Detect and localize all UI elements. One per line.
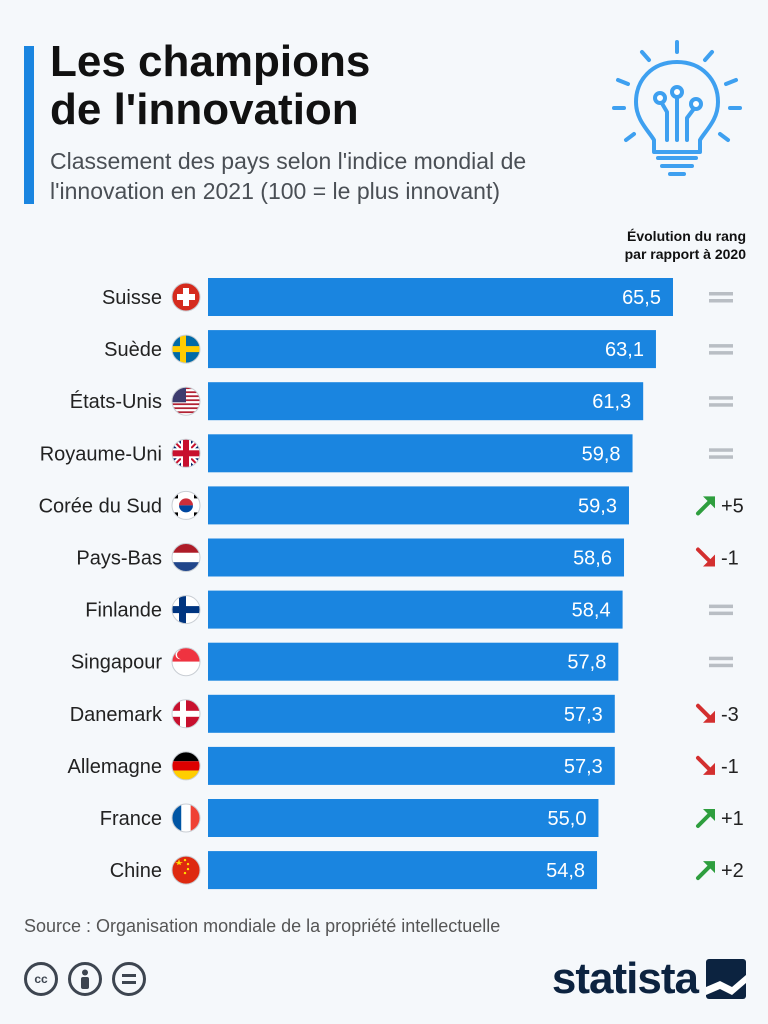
rank-unchanged-icon (709, 292, 733, 303)
bar (208, 538, 625, 577)
chart-title: Les champions de l'innovation (50, 38, 370, 134)
rank-up-arrow-icon (696, 861, 715, 881)
uk-flag-icon (171, 438, 201, 468)
chart-subtitle: Classement des pays selon l'indice mondi… (50, 148, 527, 204)
rank-change-header-line-1: Évolution du rang (627, 228, 746, 244)
bar-row: Suisse 65,5 (102, 278, 733, 316)
source-note: Source : Organisation mondiale de la pro… (24, 916, 501, 936)
category-label: Royaume-Uni (40, 443, 162, 465)
bar-row: Allemagne 57,3 -1 (67, 746, 739, 785)
statista-logo: statista (552, 954, 746, 1004)
bar (208, 746, 615, 785)
category-label: Allemagne (67, 756, 162, 778)
category-label: États-Unis (70, 390, 162, 413)
category-label: Corée du Sud (39, 495, 162, 517)
south-korea-flag-icon (171, 490, 201, 520)
category-label: Suisse (102, 287, 162, 309)
bar (208, 642, 619, 681)
value-label: 54,8 (546, 860, 585, 882)
category-label: France (100, 808, 162, 830)
bar-row: Pays-Bas 58,6 -1 (76, 538, 739, 577)
category-label: Suède (104, 339, 162, 361)
rank-unchanged-icon (709, 396, 733, 407)
sweden-flag-icon (171, 334, 201, 364)
rank-up-arrow-icon (696, 496, 715, 516)
rank-down-arrow-icon (696, 703, 715, 723)
usa-flag-icon (171, 386, 201, 416)
bar (208, 434, 633, 473)
germany-flag-icon (171, 751, 201, 781)
category-label: Finlande (85, 600, 162, 622)
cc-icon: cc (24, 962, 58, 996)
statista-mark-icon (706, 959, 746, 999)
denmark-flag-icon (171, 699, 201, 729)
rank-change-label: -1 (721, 548, 739, 570)
value-label: 59,8 (582, 443, 621, 465)
value-label: 63,1 (605, 339, 644, 361)
brand-name: statista (551, 954, 699, 1003)
nd-equals-icon (112, 962, 146, 996)
bar (208, 278, 673, 316)
license-icons: cc (24, 962, 146, 996)
bar-chart: Suisse 65,5 Suède 63,1 États-Unis 61,3 Royaume… (39, 278, 744, 890)
rank-change-header: Évolution du rang par rapport à 2020 (625, 227, 746, 263)
bar-row: Danemark 57,3 -3 (70, 694, 739, 733)
value-label: 59,3 (578, 495, 617, 517)
rank-change-label: -3 (721, 704, 739, 726)
bar (208, 851, 598, 890)
category-label: Singapour (71, 652, 163, 674)
rank-change-label: +5 (721, 495, 744, 517)
category-label: Danemark (70, 704, 163, 726)
title-accent-bar (24, 46, 34, 204)
value-label: 57,3 (564, 704, 603, 726)
bar-row: Singapour 57,8 (71, 642, 733, 681)
category-label: Chine (110, 860, 162, 882)
bar-row: Chine 54,8 +2 (110, 851, 744, 890)
value-label: 61,3 (592, 391, 631, 413)
rank-unchanged-icon (709, 604, 733, 616)
by-person-icon (68, 962, 102, 996)
switzerland-flag-icon (171, 282, 201, 312)
bar (208, 330, 656, 369)
bar (208, 382, 644, 421)
rank-change-label: +1 (721, 808, 744, 830)
category-label: Pays-Bas (76, 548, 162, 570)
rank-down-arrow-icon (696, 755, 715, 775)
bar (208, 590, 623, 629)
value-label: 58,6 (573, 548, 612, 570)
bar (208, 799, 599, 837)
bar (208, 486, 629, 525)
bar (208, 694, 615, 733)
bar-row: Royaume-Uni 59,8 (40, 434, 733, 473)
finland-flag-icon (171, 595, 201, 625)
rank-unchanged-icon (709, 448, 733, 459)
china-flag-icon (171, 855, 201, 885)
rank-down-arrow-icon (696, 547, 715, 567)
rank-change-label: -1 (721, 756, 739, 778)
rank-change-label: +2 (721, 860, 744, 882)
singapore-flag-icon (171, 647, 201, 677)
value-label: 58,4 (572, 600, 611, 622)
rank-up-arrow-icon (696, 809, 715, 828)
bar-row: Corée du Sud 59,3 +5 (39, 486, 744, 525)
bar-row: États-Unis 61,3 (70, 382, 733, 421)
value-label: 57,3 (564, 756, 603, 778)
bar-row: France 55,0 +1 (100, 799, 744, 837)
france-flag-icon (171, 803, 201, 833)
bar-row: Finlande 58,4 (85, 590, 733, 629)
bar-row: Suède 63,1 (104, 330, 733, 369)
value-label: 57,8 (567, 652, 606, 674)
lightbulb-icon (612, 40, 742, 176)
chart-title-line-1: Les champions (50, 37, 371, 86)
value-label: 55,0 (548, 808, 587, 830)
rank-unchanged-icon (709, 344, 733, 355)
chart-title-line-2: de l'innovation (50, 85, 359, 134)
rank-unchanged-icon (709, 656, 733, 668)
rank-change-header-line-2: par rapport à 2020 (624, 246, 746, 262)
netherlands-flag-icon (171, 543, 201, 572)
value-label: 65,5 (622, 287, 661, 309)
